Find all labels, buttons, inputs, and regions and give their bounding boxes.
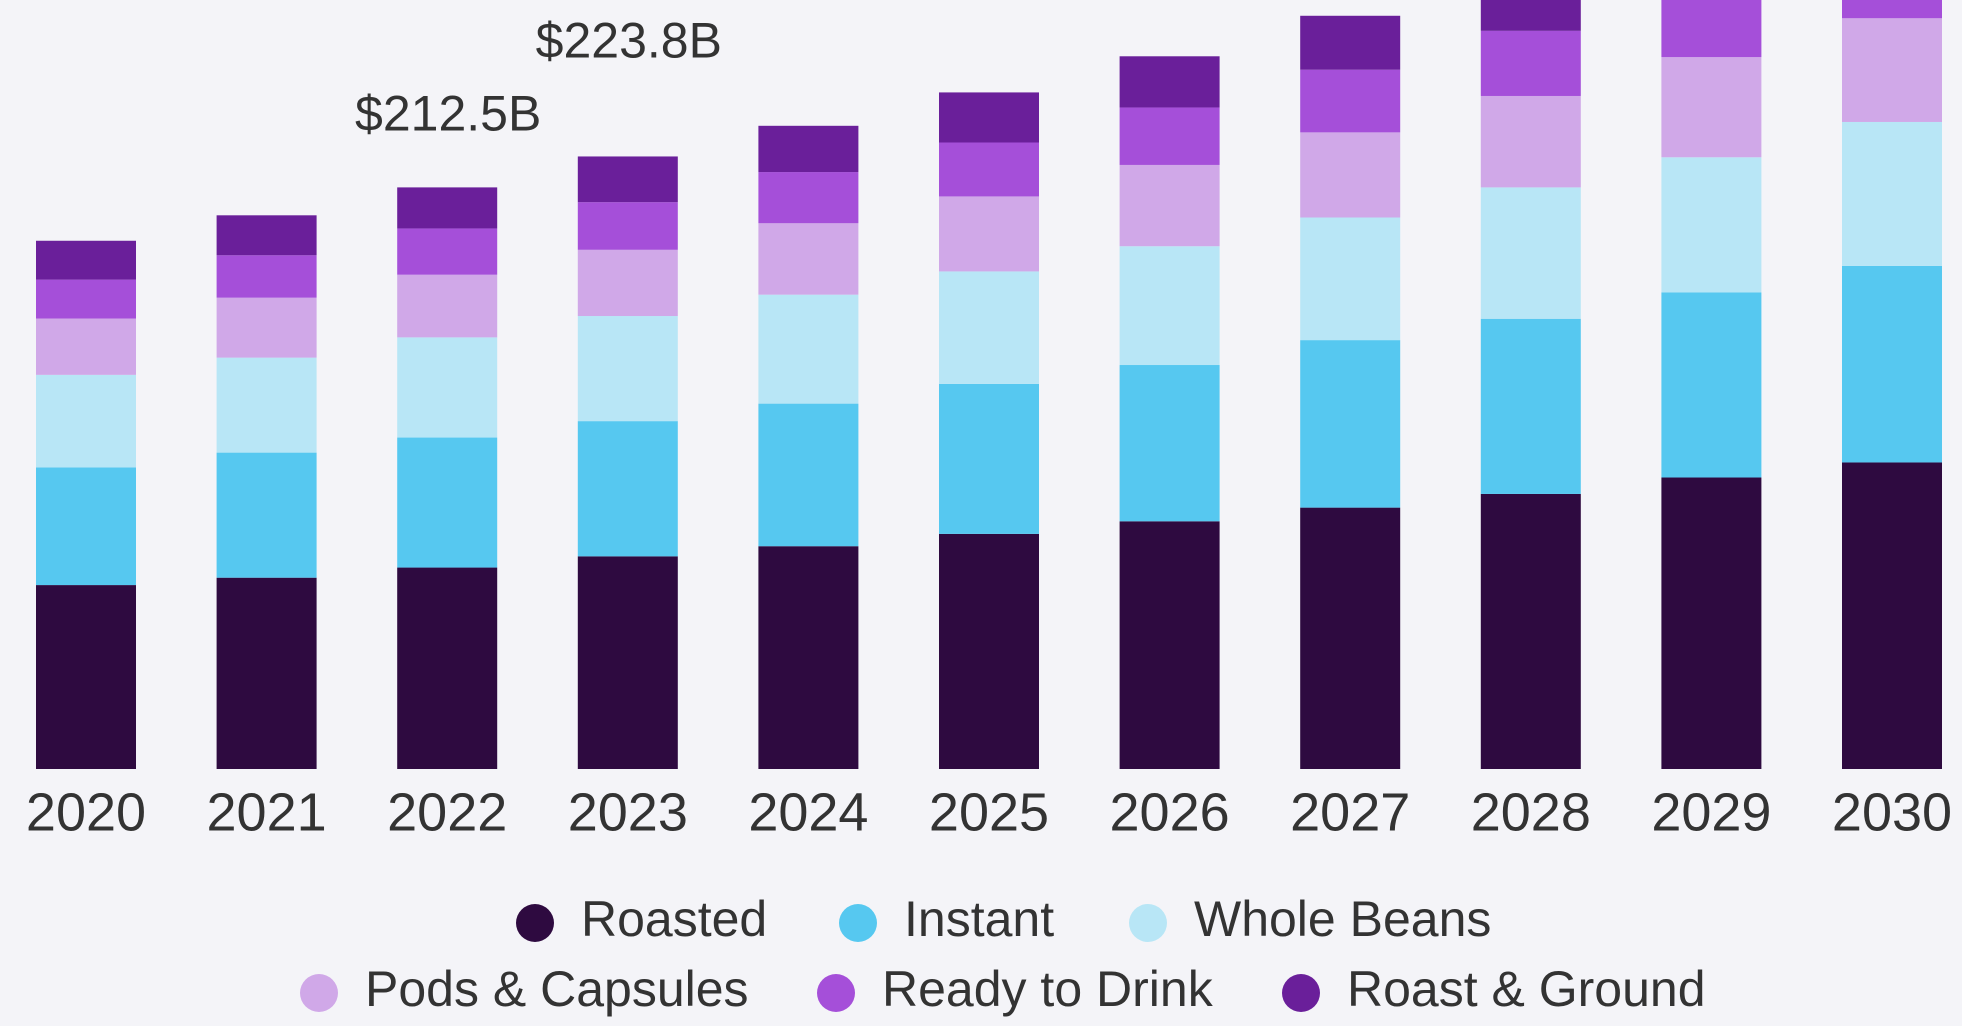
bar-segment (36, 467, 136, 586)
x-tick-label: 2028 (1471, 782, 1591, 842)
bar-segment (939, 92, 1039, 143)
x-tick-label: 2026 (1110, 782, 1230, 842)
bar-segment (577, 316, 678, 422)
x-tick-label: 2020 (26, 782, 146, 842)
legend-label: Roasted (581, 891, 767, 947)
x-tick-label: 2029 (1651, 782, 1771, 842)
bar-segment (1661, 157, 1762, 293)
bar-segment (758, 125, 859, 173)
bar-segment (1119, 246, 1220, 366)
bar-segment (216, 452, 317, 578)
legend-marker (817, 974, 855, 1012)
bar-segment (1119, 107, 1220, 165)
bar-segment (1300, 340, 1401, 508)
total-label: $212.5B (355, 86, 541, 142)
legend-marker (300, 974, 338, 1012)
bar-segment (36, 279, 136, 319)
bar-segment (1661, 292, 1762, 478)
legend-label: Pods & Capsules (365, 961, 749, 1017)
bar-segment (1119, 56, 1220, 108)
bar-segment (397, 187, 498, 229)
bar-segment (1480, 318, 1581, 494)
bar-segment (216, 297, 317, 358)
legend-marker (839, 904, 877, 942)
bar-segment (1661, 477, 1762, 769)
bar-segment (577, 556, 678, 769)
bar-segment (1842, 18, 1942, 122)
legend-label: Roast & Ground (1347, 961, 1706, 1017)
bar-segment (397, 228, 498, 275)
bar-segment (36, 318, 136, 375)
bar-segment (397, 437, 498, 568)
bar-segment (36, 374, 136, 468)
x-tick-label: 2024 (748, 782, 868, 842)
bar-segment (36, 240, 136, 280)
bar-segment (577, 156, 678, 203)
bar-segment (939, 142, 1039, 197)
bar-segment (1300, 15, 1401, 70)
bar-segment (1119, 365, 1220, 522)
bar-segment (1119, 521, 1220, 769)
bar-segment (216, 577, 317, 769)
bar-segment (1480, 493, 1581, 769)
x-tick-label: 2023 (568, 782, 688, 842)
bar-segment (758, 403, 859, 547)
bar-segment (1842, 121, 1942, 266)
bar-segment (1300, 132, 1401, 218)
bar-segment (939, 271, 1039, 384)
bar-segment (939, 383, 1039, 534)
bar-segment (1842, 462, 1942, 769)
bar-segment (1842, 265, 1942, 463)
bar-segment (1300, 217, 1401, 341)
bar-segment (36, 585, 136, 769)
bar-segment (216, 357, 317, 453)
bar-segment (1480, 187, 1581, 319)
bar-segment (397, 274, 498, 338)
legend-label: Whole Beans (1194, 891, 1491, 947)
bar-segment (1480, 30, 1581, 96)
legend-marker (516, 904, 554, 942)
bar-segment (1300, 69, 1401, 133)
bar-segment (758, 223, 859, 295)
x-tick-label: 2025 (929, 782, 1049, 842)
bar-segment (216, 215, 317, 256)
total-label: $223.8B (536, 13, 722, 69)
bar-segment (397, 337, 498, 438)
legend-label: Ready to Drink (882, 961, 1214, 1017)
bar-segment (939, 533, 1039, 769)
bar-segment (577, 249, 678, 317)
bar-segment (1300, 507, 1401, 769)
bar-segment (1119, 164, 1220, 247)
bar-segment (1480, 0, 1581, 31)
bar-segment (577, 202, 678, 250)
bar-segment (1661, 57, 1762, 158)
bar-segment (758, 172, 859, 224)
bar-segment (1842, 0, 1942, 19)
bar-segment (939, 196, 1039, 272)
legend-marker (1282, 974, 1320, 1012)
bar-segment (1661, 0, 1762, 58)
bar-segment (577, 421, 678, 557)
legend-marker (1129, 904, 1167, 942)
x-tick-label: 2021 (207, 782, 327, 842)
legend-label: Instant (904, 891, 1054, 947)
x-tick-label: 2027 (1290, 782, 1410, 842)
bar-segment (758, 294, 859, 404)
x-tick-label: 2030 (1832, 782, 1952, 842)
bar-segment (397, 567, 498, 769)
x-tick-label: 2022 (387, 782, 507, 842)
bar-segment (216, 255, 317, 298)
bar-segment (1480, 95, 1581, 188)
bar-segment (758, 546, 859, 769)
